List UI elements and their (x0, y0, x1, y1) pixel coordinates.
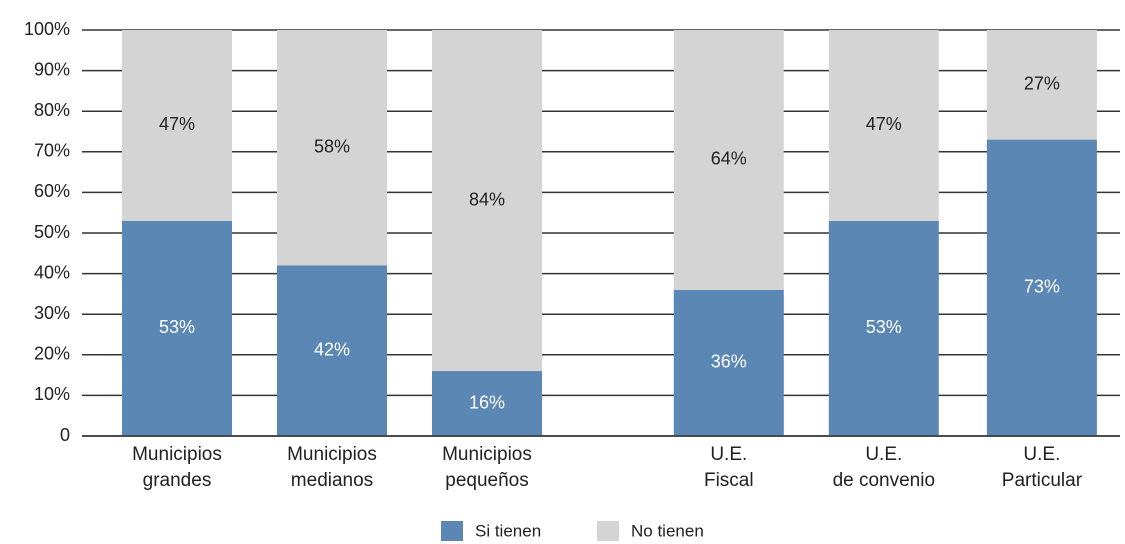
y-tick-label: 40% (34, 262, 70, 282)
bar-segment (432, 371, 542, 436)
bar-segment (277, 265, 387, 436)
value-label: 64% (711, 149, 747, 169)
y-tick-label: 100% (24, 19, 70, 39)
legend-label: Si tienen (475, 521, 541, 540)
y-tick-label: 80% (34, 100, 70, 120)
bar-segment (122, 220, 232, 436)
bar-segment (122, 30, 232, 221)
legend-swatch (597, 521, 619, 541)
value-label: 58% (314, 136, 350, 156)
bar-segment (432, 30, 542, 372)
value-label: 42% (314, 339, 350, 359)
value-label: 36% (711, 352, 747, 372)
y-tick-label: 90% (34, 59, 70, 79)
x-tick-label: Municipios pequeños (442, 444, 532, 491)
value-label: 27% (1024, 74, 1060, 94)
legend-label: No tienen (631, 521, 704, 540)
y-tick-label: 50% (34, 222, 70, 242)
value-label: 73% (1024, 277, 1060, 297)
y-tick-label: 60% (34, 181, 70, 201)
bar-segment (828, 30, 939, 221)
x-tick-label: Municipios medianos (287, 444, 377, 491)
x-tick-label: Municipios grandes (132, 444, 222, 491)
bar-segment (986, 139, 1097, 436)
value-label: 47% (159, 114, 195, 134)
bar-segment (986, 30, 1097, 140)
bar-segment (277, 30, 387, 266)
value-label: 84% (469, 189, 505, 209)
bar-segment (673, 30, 784, 290)
y-tick-label: 70% (34, 141, 70, 161)
bar-segment (828, 220, 939, 436)
x-tick-label: U.E. Particular (1001, 444, 1083, 491)
x-tick-label: U.E. Fiscal (703, 444, 754, 491)
value-label: 53% (866, 317, 902, 337)
value-label: 53% (159, 317, 195, 337)
y-tick-label: 20% (34, 344, 70, 364)
x-tick-label: U.E. de convenio (832, 444, 936, 491)
y-tick-label: 10% (34, 384, 70, 404)
y-tick-label: 30% (34, 303, 70, 323)
legend-swatch (441, 521, 463, 541)
y-tick-label: 0 (60, 425, 70, 445)
value-label: 47% (866, 114, 902, 134)
bar-segment (673, 289, 784, 436)
value-label: 16% (469, 392, 505, 412)
